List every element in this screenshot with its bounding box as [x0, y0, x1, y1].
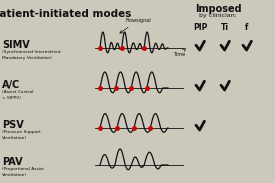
Text: PAV: PAV: [2, 157, 23, 167]
Text: = SIPPV): = SIPPV): [2, 96, 21, 100]
Text: Mandatory Ventilation): Mandatory Ventilation): [2, 56, 52, 60]
Text: (Pressure Support: (Pressure Support: [2, 130, 41, 134]
Text: Ti: Ti: [221, 23, 229, 32]
Text: f: f: [245, 23, 249, 32]
Text: PSV: PSV: [2, 120, 24, 130]
Text: Ventilation): Ventilation): [2, 173, 27, 177]
Text: SIMV: SIMV: [2, 40, 30, 50]
Text: (Synchronized Intermittent: (Synchronized Intermittent: [2, 50, 61, 54]
Text: Time: Time: [173, 48, 185, 57]
Text: Flowsignal: Flowsignal: [120, 18, 151, 33]
Text: Imposed: Imposed: [195, 4, 241, 14]
Text: by clinician:: by clinician:: [199, 13, 237, 18]
Text: PIP: PIP: [193, 23, 207, 32]
Text: Ventilation): Ventilation): [2, 136, 27, 140]
Text: A/C: A/C: [2, 80, 20, 90]
Text: Patient-initiated modes: Patient-initiated modes: [0, 9, 132, 19]
Text: (Proportional Assist: (Proportional Assist: [2, 167, 44, 171]
Text: (Assist Control: (Assist Control: [2, 90, 34, 94]
